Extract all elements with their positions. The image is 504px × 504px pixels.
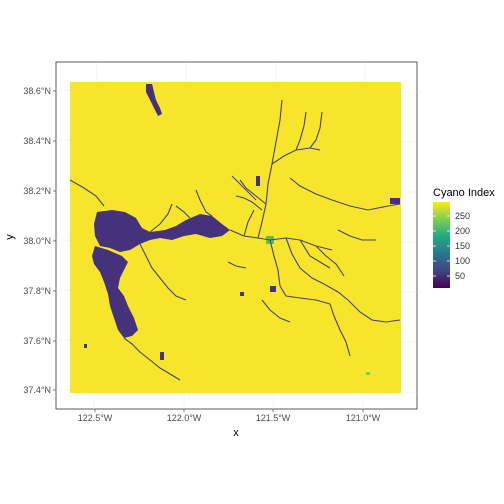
legend-label: 250 bbox=[455, 211, 470, 221]
colorbar-legend: Cyano Index 250 200 150 100 50 bbox=[433, 187, 495, 288]
y-tick-label: 37.8°N bbox=[23, 286, 51, 296]
colorbar bbox=[433, 202, 450, 288]
y-tick-label: 37.6°N bbox=[23, 336, 51, 346]
legend-title: Cyano Index bbox=[433, 187, 495, 199]
delta-channels bbox=[69, 99, 401, 381]
y-axis-title: y bbox=[4, 234, 16, 240]
x-axis-title: x bbox=[233, 427, 239, 439]
x-tick-label: 121.5°W bbox=[256, 413, 291, 423]
y-tick-label: 38.6°N bbox=[23, 86, 51, 96]
x-tick-marks bbox=[94, 409, 364, 412]
x-tick-label: 121.0°W bbox=[346, 413, 381, 423]
y-tick-label: 38.0°N bbox=[23, 236, 51, 246]
y-tick-label: 38.2°N bbox=[23, 186, 51, 196]
y-tick-label: 37.4°N bbox=[23, 385, 51, 395]
y-tick-marks bbox=[53, 90, 56, 391]
x-tick-label: 122.5°W bbox=[78, 413, 113, 423]
legend-label: 100 bbox=[455, 256, 470, 266]
bloom-patch-small bbox=[366, 372, 370, 375]
legend-label: 200 bbox=[455, 226, 470, 236]
x-tick-label: 122.0°W bbox=[167, 413, 202, 423]
legend-label: 150 bbox=[455, 241, 470, 251]
legend-label: 50 bbox=[455, 271, 465, 281]
y-tick-label: 38.4°N bbox=[23, 136, 51, 146]
water-bodies bbox=[84, 84, 400, 360]
